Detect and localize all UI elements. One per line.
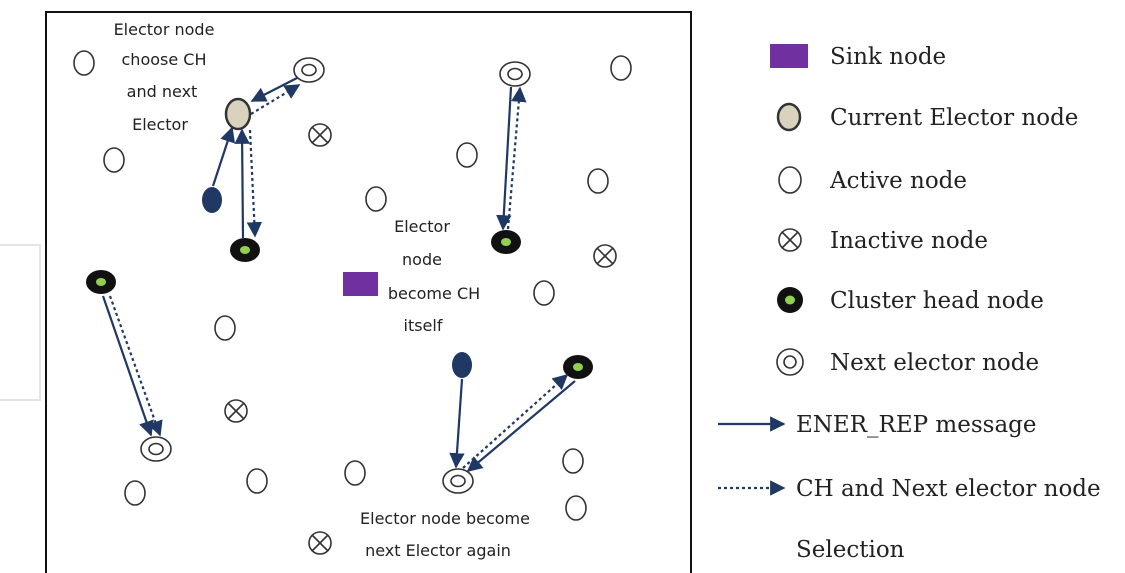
cluster-head-node	[491, 230, 521, 254]
ener-rep-arrows	[101, 77, 576, 472]
legend-next-elector-label: Next elector node	[830, 350, 1039, 376]
legend-active-label: Active node	[829, 168, 967, 194]
current-elector-node	[224, 97, 252, 131]
annotation-line: become CH	[388, 284, 480, 303]
legend-current-elector-label: Current Elector node	[830, 105, 1078, 131]
legend-cluster-head-label: Cluster head node	[830, 288, 1044, 314]
annotation-line: next Elector again	[365, 541, 511, 560]
ener-rep-arrow	[211, 126, 236, 187]
inactive-node	[308, 531, 332, 555]
legend-active-symbol	[778, 166, 802, 194]
cluster-head-node	[563, 355, 593, 379]
selection-arrow	[108, 295, 163, 437]
annotation-line: Elector node	[114, 20, 215, 39]
active-node	[246, 468, 268, 494]
active-node	[344, 460, 366, 486]
active-node	[103, 147, 125, 173]
active-nodes	[73, 50, 632, 521]
legend-selection-label-line2: Selection	[796, 537, 905, 563]
active-node	[214, 315, 236, 341]
active-node	[73, 50, 95, 76]
ener-rep-arrow	[101, 295, 154, 437]
annotation-line: Elector	[132, 115, 188, 134]
selection-arrow	[462, 373, 569, 469]
inactive-node	[224, 399, 248, 423]
legend-next-elector-symbol	[776, 348, 804, 376]
annotation-line: Elector node become	[360, 509, 530, 528]
active-node	[587, 168, 609, 194]
annotation-line: node	[402, 250, 442, 269]
next-elector-node	[140, 436, 172, 462]
cluster-head-node	[230, 238, 260, 262]
diagram-frame	[45, 11, 692, 573]
inactive-node	[593, 244, 617, 268]
next-elector-node	[293, 57, 325, 83]
legend-current-elector-symbol	[776, 102, 802, 132]
annotation-line: and next	[127, 82, 198, 101]
ener-rep-arrow	[250, 77, 298, 102]
active-node	[533, 280, 555, 306]
cluster-head-node	[86, 270, 116, 294]
legend-sink-symbol	[770, 44, 808, 68]
sink-node	[343, 272, 378, 296]
ener-rep-arrow	[496, 86, 513, 231]
ener-rep-arrow	[234, 128, 250, 239]
annotation-line: choose CH	[122, 50, 207, 69]
annotation-line: Elector	[394, 217, 450, 236]
dark-node	[452, 352, 472, 378]
active-node	[365, 186, 387, 212]
legend: Sink node Current Elector node Active no…	[718, 44, 1101, 563]
next-elector-node	[499, 61, 531, 87]
next-elector-node	[442, 468, 474, 494]
annotation-center: Elector node become CH itself	[388, 217, 480, 335]
watermark-bracket	[0, 244, 41, 401]
legend-inactive-symbol	[778, 228, 802, 252]
dark-node	[202, 187, 222, 213]
active-node	[124, 480, 146, 506]
legend-selection-label-line1: CH and Next elector node	[796, 476, 1101, 502]
legend-cluster-head-symbol	[777, 287, 803, 313]
legend-ener-rep-label: ENER_REP message	[796, 412, 1037, 438]
active-node	[562, 448, 584, 474]
legend-sink-label: Sink node	[830, 44, 946, 70]
inactive-node	[308, 123, 332, 147]
active-node	[456, 142, 478, 168]
legend-inactive-label: Inactive node	[830, 228, 988, 254]
annotation-line: itself	[404, 316, 443, 335]
annotation-bottom: Elector node become next Elector again	[360, 509, 530, 560]
selection-arrow	[246, 129, 263, 238]
active-node	[610, 55, 632, 81]
selection-arrows	[108, 84, 569, 469]
ener-rep-arrow	[449, 378, 465, 469]
active-node	[565, 495, 587, 521]
ener-rep-arrow	[466, 380, 576, 472]
annotation-top-left: Elector node choose CH and next Elector	[114, 20, 215, 134]
